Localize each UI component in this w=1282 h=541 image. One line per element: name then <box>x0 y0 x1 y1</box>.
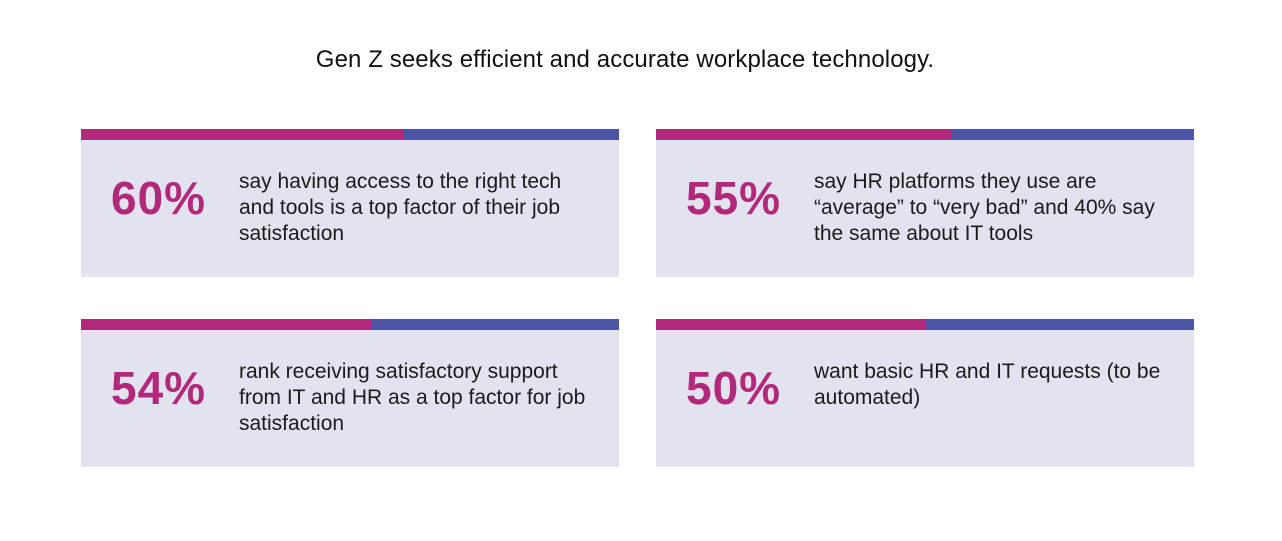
stat-description: want basic HR and IT requests (to be aut… <box>814 360 1161 409</box>
stat-value: 60% <box>111 172 207 224</box>
stat-description: say having access to the right tech and … <box>239 170 562 245</box>
stat-value: 55% <box>686 172 782 224</box>
stat-card: 55% say HR platforms they use are “avera… <box>656 129 1194 277</box>
stat-description: rank receiving satisfactory support from… <box>239 360 586 435</box>
stat-progress-bar <box>81 319 619 330</box>
page-title: Gen Z seeks efficient and accurate workp… <box>315 46 935 73</box>
stat-progress-fill <box>656 129 952 140</box>
stat-card: 54% rank receiving satisfactory support … <box>81 319 619 467</box>
stat-value: 50% <box>686 362 782 414</box>
stat-card: 50% want basic HR and IT requests (to be… <box>656 319 1194 467</box>
stat-progress-bar <box>81 129 619 140</box>
stat-description: say HR platforms they use are “average” … <box>814 170 1155 245</box>
stat-value: 54% <box>111 362 207 414</box>
stat-progress-fill <box>656 319 925 330</box>
stat-progress-fill <box>81 319 371 330</box>
stat-progress-bar <box>656 129 1194 140</box>
stat-progress-bar <box>656 319 1194 330</box>
stat-progress-fill <box>81 129 404 140</box>
stat-card: 60% say having access to the right tech … <box>81 129 619 277</box>
